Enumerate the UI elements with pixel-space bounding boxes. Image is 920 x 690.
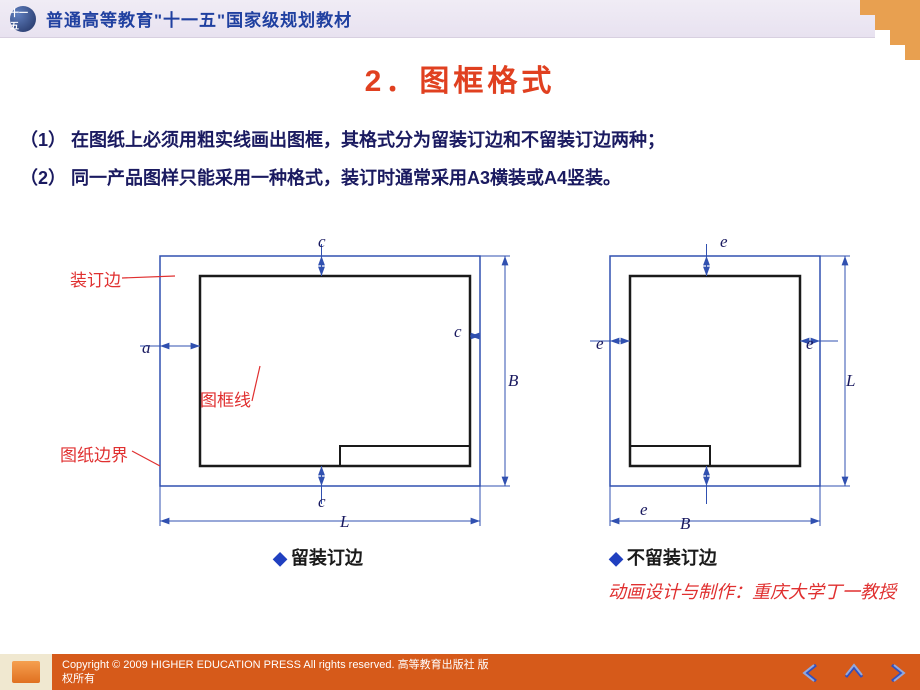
- footer-bar: Copyright © 2009 HIGHER EDUCATION PRESS …: [0, 654, 920, 690]
- dim-a: a: [142, 338, 151, 358]
- page-title: 2．图框格式: [0, 56, 920, 100]
- footer-line2: 权所有: [62, 672, 489, 686]
- book-icon: [12, 661, 40, 683]
- dim-L: L: [340, 512, 349, 532]
- logo-text: 十一五: [10, 6, 36, 32]
- dim-B-r: B: [680, 514, 690, 534]
- paragraph-2: （2） 同一产品图样只能采用一种格式，装订时通常采用A3横装或A4竖装。: [20, 160, 900, 198]
- diagrams-row: 装订边 图框线 图纸边界 c c a B c L e e e L e B: [0, 226, 920, 536]
- dim-c-right: c: [454, 322, 462, 342]
- next-icon[interactable]: [884, 661, 908, 685]
- dim-L-r: L: [846, 371, 855, 391]
- caption-right: ◆不留装订边: [609, 544, 717, 570]
- label-frame-line: 图框线: [200, 386, 251, 411]
- dim-B: B: [508, 371, 518, 391]
- label-paper-border: 图纸边界: [60, 441, 128, 466]
- footer-text: Copyright © 2009 HIGHER EDUCATION PRESS …: [62, 658, 489, 687]
- diamond-icon: ◆: [609, 548, 623, 568]
- caption-left: ◆留装订边: [273, 544, 363, 570]
- caption-left-text: 留装订边: [291, 548, 363, 568]
- label-binding-edge: 装订边: [70, 266, 121, 291]
- diagram-right: e e e L e B: [580, 226, 880, 536]
- dim-e-top: e: [720, 232, 728, 252]
- nav-icons: [800, 661, 908, 685]
- body-text: （1） 在图纸上必须用粗实线画出图框，其格式分为留装订边和不留装订边两种； （2…: [20, 122, 900, 198]
- caption-right-text: 不留装订边: [627, 548, 717, 568]
- header-bar: 十一五 普通高等教育"十一五"国家级规划教材: [0, 0, 920, 38]
- header-title: 普通高等教育"十一五"国家级规划教材: [46, 6, 352, 31]
- dim-c-top: c: [318, 232, 326, 252]
- diamond-icon: ◆: [273, 548, 287, 568]
- paragraph-1: （1） 在图纸上必须用粗实线画出图框，其格式分为留装订边和不留装订边两种；: [20, 122, 900, 160]
- diagram-left: 装订边 图框线 图纸边界 c c a B c L: [40, 226, 540, 536]
- up-icon[interactable]: [842, 661, 866, 685]
- prev-icon[interactable]: [800, 661, 824, 685]
- footer-icon-bg: [0, 654, 52, 690]
- dim-e-right: e: [806, 334, 814, 354]
- caption-row: ◆留装订边 ◆不留装订边: [0, 544, 920, 570]
- logo-icon: 十一五: [10, 6, 36, 32]
- dim-c-bottom: c: [318, 492, 326, 512]
- credit-line: 动画设计与制作：重庆大学丁一教授: [0, 578, 920, 604]
- dim-e-left: e: [596, 334, 604, 354]
- dim-e-bottom: e: [640, 500, 648, 520]
- footer-line1: Copyright © 2009 HIGHER EDUCATION PRESS …: [62, 658, 489, 672]
- corner-decoration-icon: [860, 0, 920, 60]
